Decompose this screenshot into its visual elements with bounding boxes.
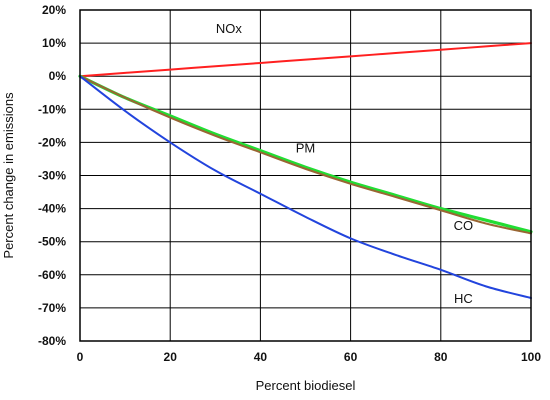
axes bbox=[79, 9, 532, 342]
series-layer bbox=[78, 42, 533, 299]
y-tick-label: -80% bbox=[38, 334, 66, 348]
x-tick-label: 0 bbox=[77, 350, 84, 364]
series-line-co bbox=[79, 75, 532, 235]
series-label-hc: HC bbox=[454, 291, 473, 306]
series-label-nox: NOx bbox=[216, 21, 243, 36]
y-tick-label: -50% bbox=[38, 235, 66, 249]
series-line-nox bbox=[79, 42, 532, 78]
y-tick-label: -40% bbox=[38, 202, 66, 216]
series-line-hc bbox=[79, 75, 532, 299]
x-tick-label: 40 bbox=[254, 350, 268, 364]
y-tick-label: -20% bbox=[38, 135, 66, 149]
x-tick-label: 100 bbox=[521, 350, 541, 364]
x-tick-label: 80 bbox=[434, 350, 448, 364]
series-label-pm: PM bbox=[296, 140, 316, 155]
x-axis-title: Percent biodiesel bbox=[256, 378, 356, 393]
y-tick-label: 20% bbox=[42, 3, 66, 17]
labels: 20% 10% 0% -10% -20% -30% -40% -50% -60% -70% -80%… bbox=[1, 3, 541, 393]
y-tick-label: 0% bbox=[49, 69, 67, 83]
y-tick-label: -60% bbox=[38, 268, 66, 282]
y-tick-label: -30% bbox=[38, 169, 66, 183]
x-tick-label: 20 bbox=[164, 350, 178, 364]
y-tick-label: -70% bbox=[38, 301, 66, 315]
y-tick-label: 10% bbox=[42, 36, 66, 50]
series-label-co: CO bbox=[454, 218, 474, 233]
x-tick-label: 60 bbox=[344, 350, 358, 364]
plot-frame bbox=[79, 9, 532, 342]
y-tick-label: -10% bbox=[38, 102, 66, 116]
series-line-pm bbox=[78, 74, 533, 234]
y-axis-title: Percent change in emissions bbox=[1, 92, 16, 259]
